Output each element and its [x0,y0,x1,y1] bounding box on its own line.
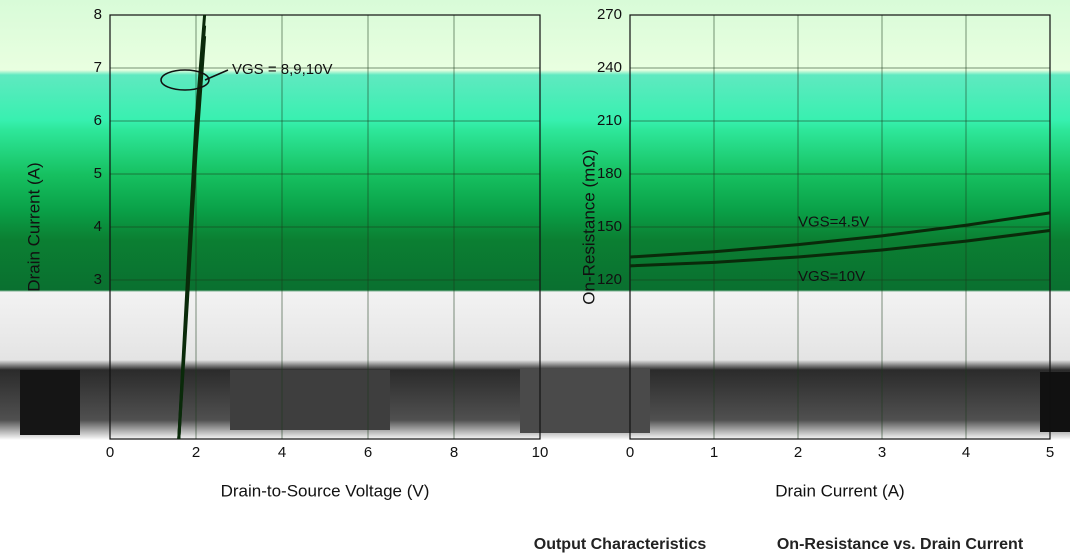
glitch-block [20,370,80,435]
legend-entry: VGS=10V [798,268,865,285]
series-line [177,36,207,440]
series-line [629,229,1051,268]
legend-entry: VGS=4.5V [798,214,869,231]
x-tick-label: 8 [450,444,458,461]
x-tick-label: 5 [1046,444,1054,461]
y-tick-label: 240 [597,59,622,76]
y-tick-label: 270 [597,6,622,23]
x-tick-label: 6 [364,444,372,461]
x-tick-label: 0 [626,444,634,461]
y-axis-label: Drain Current (A) [24,162,43,291]
y-tick-label: 4 [94,218,102,235]
x-tick-label: 10 [532,444,549,461]
series-line [629,211,1051,259]
y-axis-label: On-Resistance (mΩ) [579,149,598,304]
x-tick-label: 1 [710,444,718,461]
annotation-arrow [204,69,229,81]
x-axis-label: Drain Current (A) [775,481,904,500]
glitch-block [230,370,390,430]
y-tick-label: 210 [597,112,622,129]
x-tick-label: 4 [278,444,286,461]
plot-frame [109,14,541,440]
y-tick-label: 180 [597,165,622,182]
y-tick-label: 7 [94,59,102,76]
x-tick-label: 2 [794,444,802,461]
chart-caption: On-Resistance vs. Drain Current [777,536,1024,553]
y-tick-label: 8 [94,6,102,23]
y-tick-label: 120 [597,271,622,288]
x-tick-label: 3 [878,444,886,461]
y-tick-label: 150 [597,218,622,235]
y-tick-label: 6 [94,112,102,129]
y-tick-label: 3 [94,271,102,288]
chart-caption: Output Characteristics [534,536,707,553]
x-axis-label: Drain-to-Source Voltage (V) [221,481,430,500]
x-tick-label: 0 [106,444,114,461]
glitch-block [1040,372,1070,432]
x-tick-label: 4 [962,444,970,461]
annotation-ring [160,69,210,91]
annotation: VGS = 8,9,10V [232,61,332,78]
x-tick-label: 2 [192,444,200,461]
plot-frame [629,14,1051,440]
glitch-block [520,368,650,433]
y-tick-label: 5 [94,165,102,182]
